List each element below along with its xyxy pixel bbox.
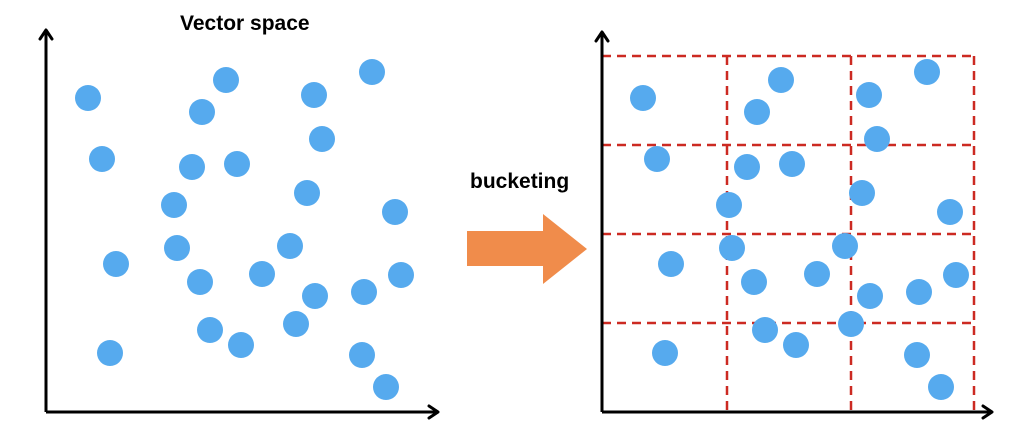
bucketed-point [928, 374, 954, 400]
vector-point [302, 283, 328, 309]
vector-point [349, 342, 375, 368]
bucketed-point [856, 82, 882, 108]
bucketing-arrow [467, 214, 587, 284]
bucketed-point [768, 67, 794, 93]
vector-point [97, 340, 123, 366]
bucketed-point [716, 192, 742, 218]
bucketed-point [914, 59, 940, 85]
bucketed-point [857, 283, 883, 309]
bucket-grid [602, 54, 976, 412]
vector-point [213, 67, 239, 93]
bucketed-point [937, 199, 963, 225]
vector-space-title: Vector space [180, 12, 310, 35]
vector-point [228, 332, 254, 358]
vector-point [359, 59, 385, 85]
vector-point [197, 317, 223, 343]
vector-point [309, 126, 335, 152]
vector-point [283, 311, 309, 337]
bucketed-point [864, 126, 890, 152]
left-axes [38, 28, 440, 420]
bucketed-point [832, 233, 858, 259]
bucketed-point [904, 342, 930, 368]
bucketed-point [719, 235, 745, 261]
bucketed-point [744, 99, 770, 125]
vector-point [189, 99, 215, 125]
left-x-arrowhead [427, 404, 440, 420]
bucketed-point [658, 251, 684, 277]
vector-point [388, 262, 414, 288]
vector-point [294, 180, 320, 206]
bucketed-point [838, 311, 864, 337]
bucketed-point [644, 146, 670, 172]
bucketed-point [849, 180, 875, 206]
vector-point [249, 261, 275, 287]
vector-point [75, 85, 101, 111]
right-y-arrowhead [594, 30, 610, 43]
vector-point [179, 154, 205, 180]
vector-point [103, 251, 129, 277]
vector-point [382, 199, 408, 225]
bucketing-label: bucketing [470, 170, 570, 193]
vector-point [89, 146, 115, 172]
bucketed-point [741, 269, 767, 295]
left-y-arrowhead [38, 28, 54, 41]
arrow-shape [467, 214, 587, 284]
vector-point [277, 233, 303, 259]
bucketed-point [906, 279, 932, 305]
bucketed-point [779, 151, 805, 177]
bucketed-point [783, 332, 809, 358]
vector-point [187, 269, 213, 295]
vector-point [164, 235, 190, 261]
vector-point [224, 151, 250, 177]
bucketed-point [752, 317, 778, 343]
vector-point [301, 82, 327, 108]
vector-point [351, 279, 377, 305]
bucketed-point [734, 154, 760, 180]
vector-point [161, 192, 187, 218]
right-axes [594, 30, 994, 420]
bucketed-point [630, 85, 656, 111]
bucketed-point [652, 340, 678, 366]
vector-point [373, 374, 399, 400]
bucketed-point [804, 261, 830, 287]
bucketed-point [943, 262, 969, 288]
right-x-arrowhead [981, 404, 994, 420]
right-points [630, 59, 969, 400]
left-points [75, 59, 414, 400]
